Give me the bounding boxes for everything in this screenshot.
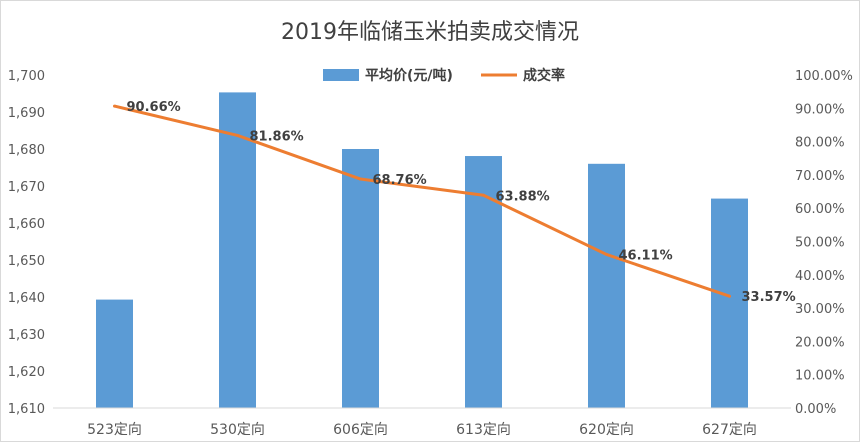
bar (465, 156, 502, 408)
x-axis-tick-label: 606定向 (333, 422, 388, 438)
right-axis-tick-label: 50.00% (795, 236, 845, 251)
right-axis-tick-label: 70.00% (795, 169, 845, 184)
left-axis-tick-label: 1,640 (8, 291, 45, 306)
line-point (236, 133, 239, 137)
line-point (113, 104, 116, 108)
right-axis-tick-label: 30.00% (795, 302, 845, 317)
right-axis-tick-label: 60.00% (795, 202, 845, 217)
data-label: 63.88% (496, 189, 550, 204)
left-axis-tick-label: 1,630 (8, 328, 45, 343)
line-point (728, 294, 731, 298)
chart-title: 2019年临储玉米拍卖成交情况 (281, 20, 579, 45)
right-axis: 0.00% 10.00% 20.00% 30.00% 40.00% 50.00% 60.00… (795, 69, 853, 417)
legend: 平均价(元/吨) 成交率 (323, 67, 565, 84)
bar (96, 299, 133, 408)
left-axis-tick-label: 1,660 (8, 217, 45, 232)
line-point (359, 177, 362, 181)
data-label: 46.11% (619, 248, 673, 263)
bar (711, 198, 748, 408)
x-axis-tick-label: 620定向 (579, 422, 634, 438)
left-axis-tick-label: 1,670 (8, 180, 45, 195)
data-label: 90.66% (127, 100, 181, 115)
left-axis-tick-label: 1,700 (8, 69, 45, 84)
x-axis-tick-label: 530定向 (210, 422, 265, 438)
x-axis: 523定向 530定向 606定向 613定向 620定向 627定向 (87, 422, 757, 438)
left-axis-tick-label: 1,680 (8, 143, 45, 158)
line-series (113, 104, 731, 298)
left-axis-tick-label: 1,650 (8, 254, 45, 269)
right-axis-tick-label: 90.00% (795, 102, 845, 117)
line-point (605, 252, 608, 256)
bar (219, 92, 256, 408)
data-label: 81.86% (250, 129, 304, 144)
legend-label-line: 成交率 (523, 67, 565, 84)
x-axis-tick-label: 523定向 (87, 422, 142, 438)
data-label: 33.57% (742, 290, 796, 305)
left-axis-tick-label: 1,620 (8, 365, 45, 380)
bar-series (96, 92, 748, 408)
x-axis-tick-label: 613定向 (456, 422, 511, 438)
data-labels: 90.66% 81.86% 68.76% 63.88% 46.11% 33.57% (127, 100, 796, 305)
data-label: 68.76% (373, 173, 427, 188)
bar (588, 163, 625, 408)
left-axis-tick-label: 1,610 (8, 402, 45, 417)
bar (342, 149, 379, 408)
legend-label-bar: 平均价(元/吨) (365, 67, 453, 84)
right-axis-tick-label: 10.00% (795, 369, 845, 384)
right-axis-tick-label: 100.00% (795, 69, 853, 84)
x-axis-tick-label: 627定向 (702, 422, 757, 438)
right-axis-tick-label: 20.00% (795, 335, 845, 350)
right-axis-tick-label: 80.00% (795, 136, 845, 151)
legend-swatch-bar (323, 69, 359, 81)
line-path (114, 104, 730, 298)
left-axis-tick-label: 1,690 (8, 106, 45, 121)
line-point (482, 193, 485, 197)
right-axis-tick-label: 40.00% (795, 269, 845, 284)
left-axis: 1,610 1,620 1,630 1,640 1,650 1,660 1,670 1,680… (8, 69, 45, 417)
right-axis-tick-label: 0.00% (795, 402, 836, 417)
